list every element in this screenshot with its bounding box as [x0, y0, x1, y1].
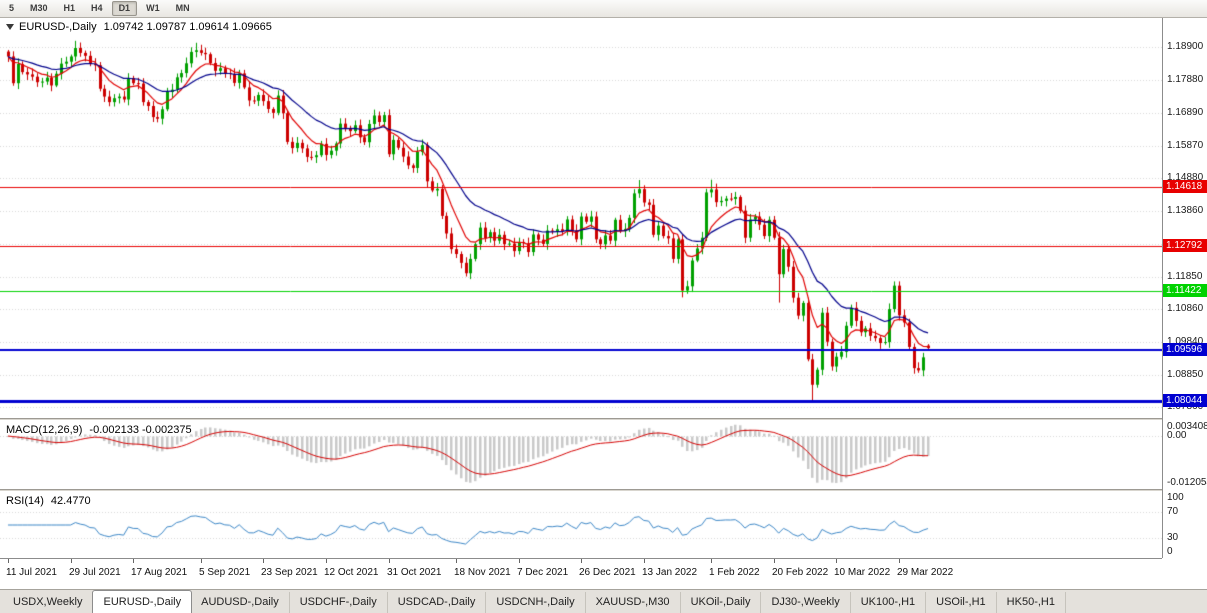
time-axis-label: 23 Sep 2021 [261, 567, 318, 578]
macd-axis-label: -0.012054 [1167, 477, 1207, 488]
chart-tab-xauusd-m30[interactable]: XAUUSD-,M30 [586, 592, 681, 613]
price-axis-label: 1.11850 [1167, 270, 1203, 282]
chart-region: EURUSD-,Daily 1.09742 1.09787 1.09614 1.0… [0, 18, 1207, 589]
chart-tab-ukoil-daily[interactable]: UKOil-,Daily [681, 592, 762, 613]
time-axis-tick [389, 559, 390, 563]
time-axis-tick [263, 559, 264, 563]
pane-splitter[interactable] [0, 489, 1207, 492]
time-axis-label: 18 Nov 2021 [454, 567, 511, 578]
macd-axis-label: 0.00 [1167, 429, 1187, 441]
price-pane: EURUSD-,Daily 1.09742 1.09787 1.09614 1.0… [0, 18, 1162, 418]
chart-tab-uk100-h1[interactable]: UK100-,H1 [851, 592, 927, 613]
time-axis-tick [456, 559, 457, 563]
time-axis-label: 1 Feb 2022 [709, 567, 760, 578]
timeframe-button-w1[interactable]: W1 [146, 3, 160, 13]
price-axis-label: 1.18900 [1167, 41, 1204, 52]
price-chart-canvas[interactable] [0, 18, 1162, 418]
chart-tab-audusd-daily[interactable]: AUDUSD-,Daily [191, 592, 290, 613]
price-axis-label: 1.17880 [1167, 74, 1204, 86]
time-axis-label: 31 Oct 2021 [387, 567, 442, 578]
hline-price-badge: 1.12792 [1163, 239, 1207, 253]
time-axis-tick [711, 559, 712, 563]
rsi-indicator-canvas[interactable] [0, 492, 1162, 558]
time-axis-tick [836, 559, 837, 563]
time-axis-tick [899, 559, 900, 563]
rsi-axis-label: 70 [1167, 505, 1179, 517]
timeframe-button-d1[interactable]: D1 [111, 1, 138, 16]
price-axis-label: 1.16890 [1167, 106, 1204, 118]
timeframe-button-mn[interactable]: MN [175, 3, 190, 13]
timeframe-button-h1[interactable]: H1 [63, 3, 76, 13]
time-axis-label: 17 Aug 2021 [131, 567, 188, 578]
chart-tab-hk50-h1[interactable]: HK50-,H1 [997, 592, 1066, 613]
rsi-axis-label: 0 [1167, 546, 1173, 557]
macd-axis-label: 0.003408 [1167, 421, 1207, 432]
chart-tab-usdcnh-daily[interactable]: USDCNH-,Daily [486, 592, 586, 613]
time-axis-label: 20 Feb 2022 [772, 567, 829, 578]
price-axis-label: 1.08850 [1167, 368, 1204, 380]
price-axis-label: 1.10860 [1167, 303, 1204, 315]
time-axis-tick [8, 559, 9, 563]
time-axis-tick [133, 559, 134, 563]
hline-price-badge: 1.08044 [1163, 393, 1207, 407]
time-axis-label: 5 Sep 2021 [199, 567, 251, 578]
time-axis-label: 7 Dec 2021 [517, 567, 569, 578]
time-axis-label: 10 Mar 2022 [834, 567, 891, 578]
chart-tab-dj30-weekly[interactable]: DJ30-,Weekly [761, 592, 851, 613]
time-axis-label: 12 Oct 2021 [324, 567, 379, 578]
timeframe-button-h4[interactable]: H4 [91, 3, 103, 13]
time-axis-tick [581, 559, 582, 563]
time-axis-label: 29 Mar 2022 [897, 567, 954, 578]
time-axis-label: 26 Dec 2021 [579, 567, 636, 578]
chart-tab-usdchf-daily[interactable]: USDCHF-,Daily [290, 592, 388, 613]
chart-tab-eurusd-daily[interactable]: EURUSD-,Daily [92, 590, 193, 613]
timeframe-toolbar: 5 M30 H1 H4 D1 W1 MN [0, 0, 1207, 18]
time-axis-tick [326, 559, 327, 563]
chart-tab-usdx-weekly[interactable]: USDX,Weekly [3, 592, 94, 613]
time-axis-tick [774, 559, 775, 563]
price-axis-label: 1.14880 [1167, 172, 1204, 184]
time-axis-tick [71, 559, 72, 563]
time-axis-label: 13 Jan 2022 [642, 567, 698, 578]
time-axis-tick [201, 559, 202, 563]
chart-tab-usdcad-daily[interactable]: USDCAD-,Daily [388, 592, 487, 613]
time-axis-label: 11 Jul 2021 [6, 567, 57, 578]
time-axis-tick [519, 559, 520, 563]
rsi-axis-label: 100 [1167, 492, 1184, 503]
macd-indicator-canvas[interactable] [0, 421, 1162, 489]
hline-price-badge: 1.11422 [1163, 283, 1207, 297]
rsi-axis-label: 30 [1167, 532, 1179, 544]
hline-price-badge: 1.09596 [1163, 343, 1207, 357]
chart-tab-usoil-h1[interactable]: USOil-,H1 [926, 592, 997, 613]
chart-tabs-bar: USDX,Weekly EURUSD-,Daily AUDUSD-,Daily USD… [0, 589, 1207, 613]
pane-splitter[interactable] [0, 418, 1207, 421]
macd-pane: MACD(12,26,9) -0.002133 -0.002375 [0, 421, 1162, 489]
price-axis-label: 1.09840 [1167, 336, 1204, 348]
price-axis-label: 1.13860 [1167, 205, 1204, 217]
time-axis: 11 Jul 2021 29 Jul 2021 17 Aug 2021 5 Sep 2… [0, 558, 1162, 589]
timeframe-button-m30[interactable]: M30 [30, 3, 48, 13]
hline-price-badge: 1.14618 [1163, 179, 1207, 193]
timeframe-button-5[interactable]: 5 [9, 3, 15, 13]
time-axis-tick [644, 559, 645, 563]
rsi-pane: RSI(14) 42.4770 [0, 492, 1162, 558]
price-axis-label: 1.15870 [1167, 139, 1204, 151]
price-axis: 1.18900 1.17880 1.16890 1.15870 1.14880 1.138… [1162, 18, 1207, 558]
time-axis-label: 29 Jul 2021 [69, 567, 121, 578]
